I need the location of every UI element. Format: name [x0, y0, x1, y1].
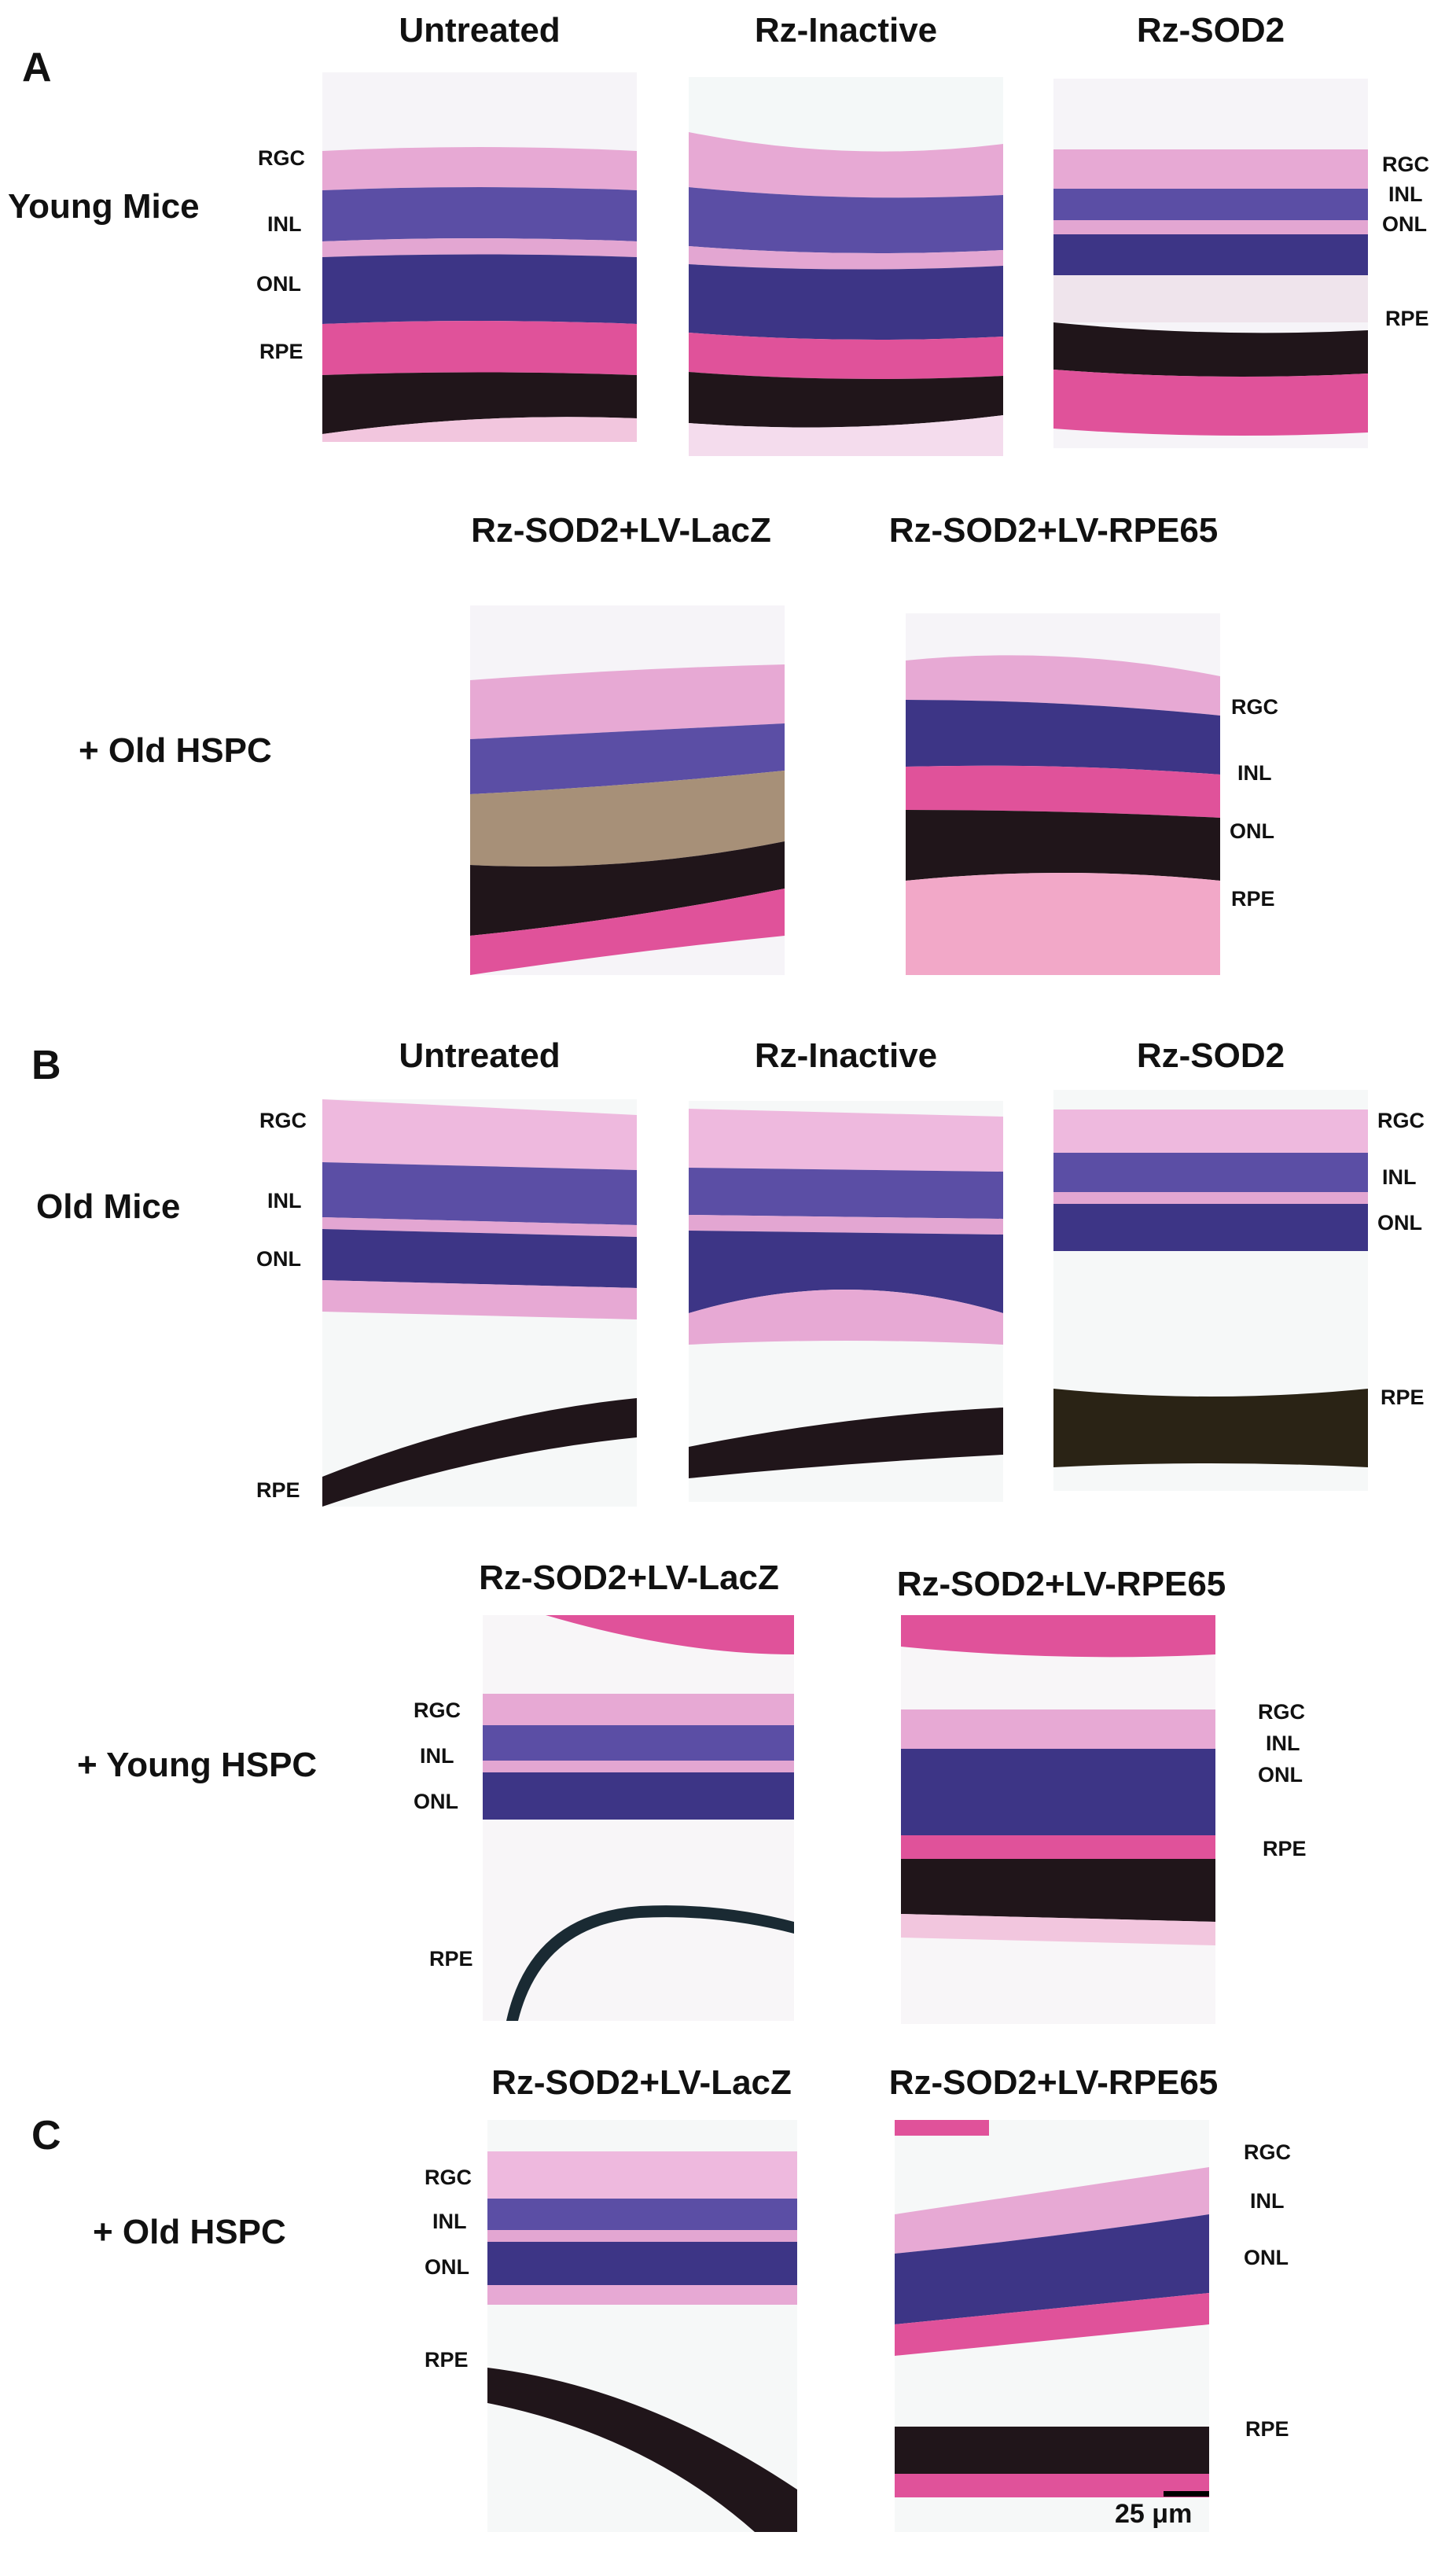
layer-rgc: RGC: [259, 1109, 307, 1132]
scale-bar: [1164, 2491, 1209, 2497]
layer-rpe: RPE: [425, 2348, 469, 2372]
layer-inl: INL: [1250, 2189, 1285, 2213]
layer-rgc: RGC: [425, 2166, 472, 2189]
micrograph-b-rpe65: [901, 1615, 1215, 2024]
micrograph-a-rz-sod2: [1053, 79, 1368, 448]
group-label-young-hspc: + Young HSPC: [77, 1746, 318, 1784]
micrograph-b-untreated: [322, 1099, 637, 1507]
layer-rgc: RGC: [1244, 2140, 1291, 2164]
title-rz-inactive-a: Rz-Inactive: [754, 11, 938, 50]
layer-inl: INL: [1266, 1731, 1300, 1755]
layer-rgc: RGC: [1377, 1109, 1425, 1132]
title-rz-inactive-b: Rz-Inactive: [754, 1036, 938, 1075]
layer-rgc: RGC: [414, 1698, 461, 1722]
layer-onl: ONL: [256, 1247, 301, 1271]
layer-rpe: RPE: [1385, 307, 1429, 330]
layer-inl: INL: [1382, 1165, 1417, 1189]
title-lacz-a: Rz-SOD2+LV-LacZ: [471, 511, 771, 550]
scale-bar-label: 25 μm: [1115, 2499, 1193, 2529]
layer-rpe: RPE: [1231, 887, 1275, 911]
micrograph-b-rz-sod2: [1053, 1090, 1368, 1491]
micrograph-a-rz-inactive: [689, 77, 1003, 456]
layer-inl: INL: [1388, 182, 1423, 206]
title-rpe65-a: Rz-SOD2+LV-RPE65: [888, 511, 1219, 550]
layer-onl: ONL: [1230, 819, 1274, 843]
micrograph-c-lacz: [487, 2120, 797, 2532]
group-label-old-hspc-a: + Old HSPC: [79, 731, 272, 770]
micrograph-b-lacz: [483, 1615, 794, 2021]
layer-onl: ONL: [1382, 212, 1427, 236]
layer-onl: ONL: [425, 2255, 469, 2279]
layer-rpe: RPE: [256, 1478, 300, 1502]
title-rz-sod2-b: Rz-SOD2: [1136, 1036, 1285, 1075]
layer-onl: ONL: [414, 1790, 458, 1813]
layer-rgc: RGC: [1231, 695, 1278, 719]
layer-inl: INL: [420, 1744, 454, 1768]
layer-onl: ONL: [1258, 1763, 1303, 1787]
micrograph-a-rpe65: [906, 613, 1220, 975]
panel-letter-a: A: [22, 45, 52, 90]
layer-rpe: RPE: [1263, 1837, 1307, 1860]
layer-rgc: RGC: [1258, 1700, 1305, 1724]
layer-rpe: RPE: [1245, 2417, 1289, 2441]
layer-inl: INL: [432, 2210, 467, 2233]
group-label-old-mice: Old Mice: [36, 1187, 181, 1226]
title-untreated-b: Untreated: [399, 1036, 561, 1075]
layer-onl: ONL: [256, 272, 301, 296]
layer-rgc: RGC: [258, 146, 305, 170]
micrograph-b-rz-inactive: [689, 1101, 1003, 1502]
micrograph-c-rpe65: [895, 2120, 1209, 2532]
title-lacz-b: Rz-SOD2+LV-LacZ: [479, 1559, 779, 1597]
layer-inl: INL: [267, 212, 302, 236]
panel-letter-b: B: [31, 1043, 61, 1088]
panel-letter-c: C: [31, 2113, 61, 2158]
layer-onl: ONL: [1244, 2246, 1289, 2269]
micrograph-a-lacz: [470, 605, 785, 975]
title-lacz-c: Rz-SOD2+LV-LacZ: [491, 2063, 792, 2102]
title-rpe65-b: Rz-SOD2+LV-RPE65: [896, 1565, 1226, 1603]
micrograph-a-untreated: [322, 72, 637, 442]
title-untreated-a: Untreated: [399, 11, 561, 50]
layer-rpe: RPE: [259, 340, 303, 363]
layer-rpe: RPE: [1381, 1386, 1425, 1409]
layer-inl: INL: [1237, 761, 1272, 785]
title-rz-sod2-a: Rz-SOD2: [1136, 11, 1285, 50]
title-rpe65-c: Rz-SOD2+LV-RPE65: [888, 2063, 1219, 2102]
group-label-young-mice: Young Mice: [8, 187, 200, 226]
layer-onl: ONL: [1377, 1211, 1422, 1235]
group-label-old-hspc-c: + Old HSPC: [93, 2213, 286, 2251]
layer-rgc: RGC: [1382, 153, 1429, 176]
layer-inl: INL: [267, 1189, 302, 1213]
layer-rpe: RPE: [429, 1947, 473, 1971]
